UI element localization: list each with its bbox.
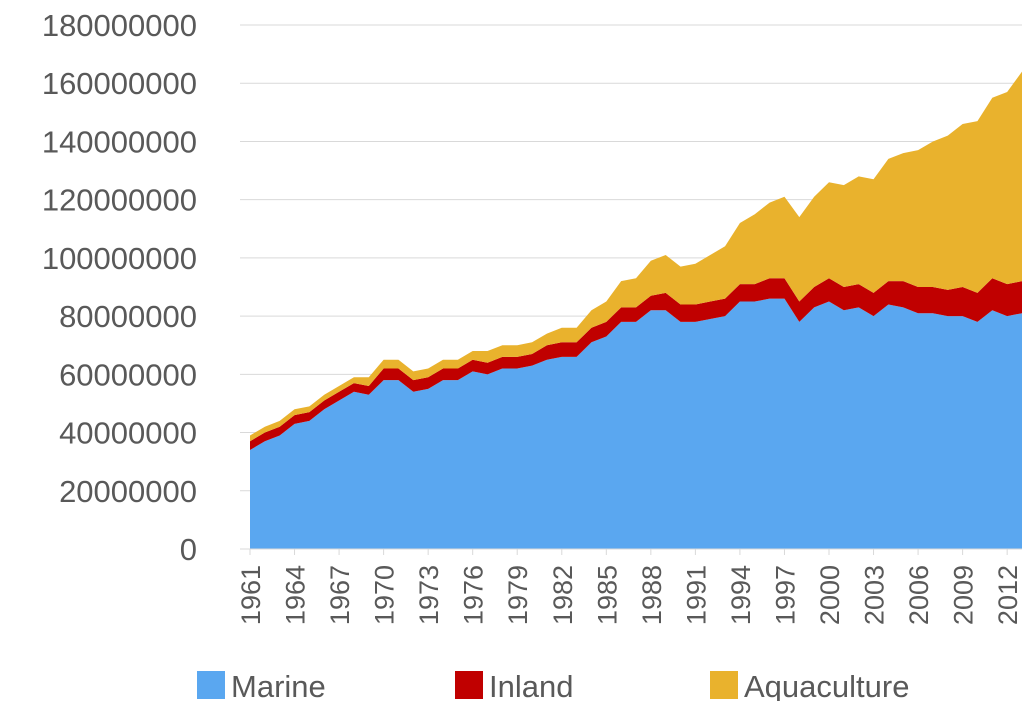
x-tick-label: 1976 [459,565,489,625]
y-tick-label: 180000000 [42,8,197,43]
x-tick-label: 1988 [637,565,667,625]
x-tick-label: 1994 [726,565,756,625]
chart: 0 20000000 40000000 60000000 80000000 1000000… [0,0,1023,701]
x-tick-label: 2000 [815,565,845,625]
area [250,299,1022,549]
x-tick-label: 1982 [548,565,578,625]
x-tick-label: 1997 [770,565,800,625]
legend-label: Marine [231,669,326,701]
x-tick-label: 2012 [993,565,1023,625]
legend-swatch [455,671,483,699]
x-tick-label: 1967 [325,565,355,625]
y-tick-label: 60000000 [59,357,197,392]
legend-label: Inland [489,669,573,701]
x-tick-label: 1964 [281,565,311,625]
legend-swatch [197,671,225,699]
x-tick-label: 2009 [949,565,979,625]
y-tick-label: 160000000 [42,66,197,101]
x-tick-label: 2006 [904,565,934,625]
x-tick-label: 2003 [860,565,890,625]
x-tick-label: 1961 [236,565,266,625]
y-tick-label: 20000000 [59,474,197,509]
legend-swatch [710,671,738,699]
y-tick-label: 120000000 [42,183,197,218]
y-tick-label: 0 [180,532,197,567]
y-tick-label: 80000000 [59,299,197,334]
y-tick-label: 40000000 [59,416,197,451]
y-tick-label: 140000000 [42,124,197,159]
y-tick-label: 100000000 [42,241,197,276]
x-tick-label: 1985 [592,565,622,625]
x-tick-label: 1991 [681,565,711,625]
legend-label: Aquaculture [744,669,909,701]
x-tick-label: 1979 [503,565,533,625]
x-tick-label: 1970 [370,565,400,625]
x-tick-label: 1973 [414,565,444,625]
